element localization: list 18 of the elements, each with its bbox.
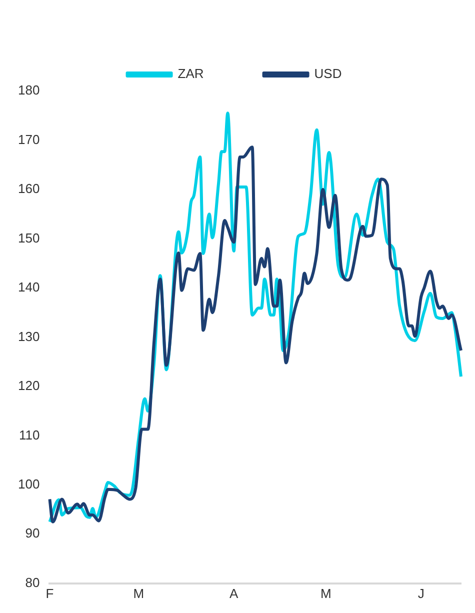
y-tick-label: 120 bbox=[18, 378, 40, 394]
y-tick-label: 150 bbox=[18, 230, 40, 246]
x-tick-label: M bbox=[133, 586, 144, 601]
x-tick-label: A bbox=[230, 586, 239, 601]
x-tick-label: M bbox=[320, 586, 332, 601]
legend-label: USD bbox=[314, 66, 342, 82]
y-tick-label: 100 bbox=[18, 476, 40, 492]
y-tick-label: 170 bbox=[18, 132, 40, 147]
y-tick-label: 130 bbox=[18, 328, 40, 344]
y-tick-label: 180 bbox=[18, 82, 40, 98]
y-tick-label: 90 bbox=[25, 526, 40, 541]
x-tick-label: F bbox=[46, 586, 54, 601]
legend-label: ZAR bbox=[178, 66, 204, 82]
y-tick-label: 160 bbox=[18, 181, 40, 196]
y-tick-label: 80 bbox=[25, 574, 40, 590]
y-tick-label: 110 bbox=[18, 427, 40, 442]
y-tick-label: 140 bbox=[18, 280, 40, 295]
x-tick-label: J bbox=[418, 586, 424, 601]
